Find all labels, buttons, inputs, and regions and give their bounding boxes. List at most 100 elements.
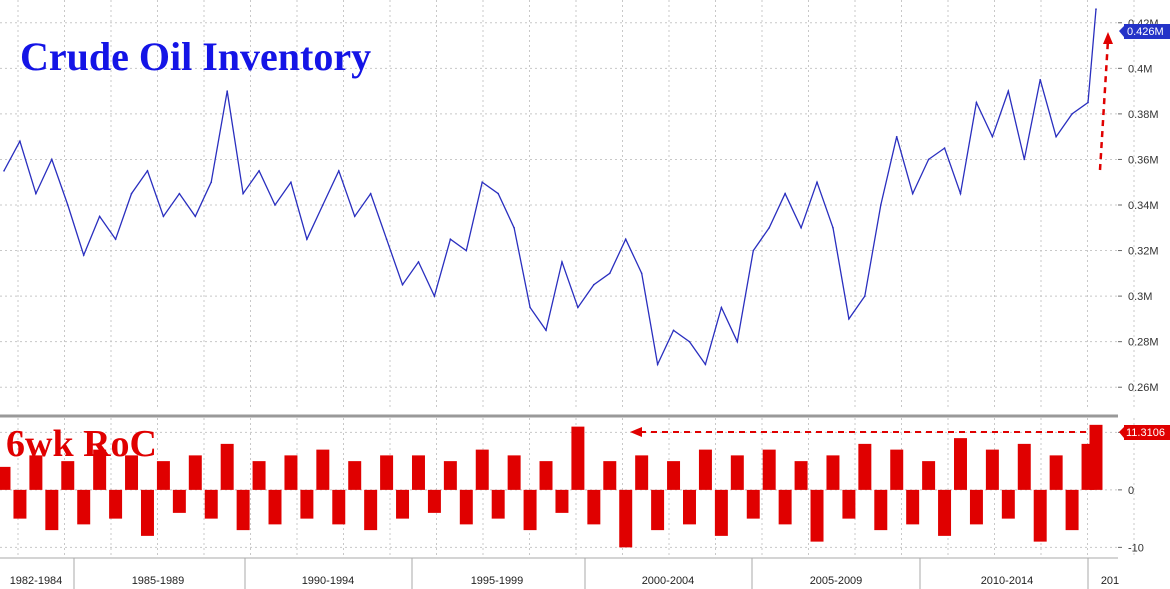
inventory-point <box>322 204 324 206</box>
inventory-point <box>561 261 563 263</box>
inventory-point <box>417 261 420 263</box>
inventory-point <box>688 340 691 343</box>
inventory-point <box>784 192 786 195</box>
roc-bar <box>411 455 425 490</box>
roc-bar <box>826 455 840 490</box>
inventory-point <box>1039 78 1042 81</box>
roc-bar <box>0 466 11 490</box>
roc-bar <box>810 489 824 542</box>
roc-bar <box>348 461 362 490</box>
roc-bar <box>284 455 298 490</box>
bottom-last-value-badge <box>1124 425 1170 440</box>
inventory-point <box>306 238 308 240</box>
roc-bar <box>380 455 394 490</box>
inventory-point <box>178 192 181 195</box>
inventory-point <box>720 306 723 309</box>
inventory-point <box>385 238 388 240</box>
roc-bar <box>220 443 234 490</box>
inventory-point <box>593 283 595 286</box>
roc-bar <box>762 449 776 490</box>
roc-bar <box>778 489 792 525</box>
inventory-point <box>529 306 531 309</box>
inventory-point <box>1007 90 1010 92</box>
inventory-point <box>19 140 21 143</box>
inventory-point <box>975 101 978 104</box>
roc-bar <box>746 489 760 519</box>
roc-bar <box>794 461 808 490</box>
roc-bar <box>714 489 728 536</box>
top-last-value-badge <box>1124 24 1170 39</box>
x-axis-label: 201 <box>1101 575 1119 587</box>
roc-bar <box>555 489 569 513</box>
roc-bar <box>300 489 314 519</box>
inventory-point <box>226 90 228 92</box>
inventory-point <box>194 215 197 218</box>
roc-bar <box>188 455 202 490</box>
roc-bar <box>1017 443 1031 490</box>
inventory-point <box>959 192 962 195</box>
roc-bar <box>954 438 967 490</box>
x-axis-label: 1990-1994 <box>302 575 355 587</box>
top-y-tick-label: 0.36M <box>1128 154 1159 166</box>
roc-bar <box>539 461 553 490</box>
roc-bar <box>906 489 920 525</box>
roc-bar <box>491 489 505 519</box>
inventory-point <box>608 272 611 275</box>
inventory-point <box>353 215 356 218</box>
roc-bar <box>1065 489 1079 531</box>
x-axis-label: 1995-1999 <box>471 575 524 587</box>
roc-bar <box>125 455 139 490</box>
roc-bar <box>316 449 330 490</box>
inventory-point <box>768 226 770 229</box>
roc-bar <box>698 449 712 490</box>
top-y-tick-label: 0.28M <box>1128 337 1159 349</box>
inventory-point <box>258 170 260 172</box>
roc-bar <box>77 489 91 525</box>
top-last-value-text: 0.426M <box>1127 26 1164 38</box>
inventory-point <box>1087 101 1089 104</box>
roc-bar <box>1001 489 1015 519</box>
inventory-point <box>369 192 372 195</box>
roc-bar <box>109 489 123 519</box>
chart-title-top: Crude Oil Inventory <box>20 34 371 79</box>
inventory-point <box>640 272 643 275</box>
roc-bar <box>29 455 43 490</box>
roc-back-arrowhead <box>630 427 642 437</box>
bottom-y-tick-label: 0 <box>1128 485 1134 497</box>
roc-bar <box>459 489 473 525</box>
inventory-point <box>752 249 755 252</box>
roc-bar <box>730 455 744 490</box>
inventory-point <box>704 363 707 366</box>
roc-bar <box>427 489 441 513</box>
x-axis-ticks: 1982-1984 1985-1989 1990-1994 1995-1999 2000… <box>10 558 1119 589</box>
roc-bar <box>890 449 904 490</box>
inventory-point <box>242 192 244 195</box>
chart-title-bottom: 6wk RoC <box>6 423 157 465</box>
top-y-tick-label: 0.32M <box>1128 246 1159 258</box>
inventory-point <box>51 158 53 161</box>
roc-bar <box>507 455 521 490</box>
inventory-point <box>911 192 914 195</box>
inventory-point <box>481 181 484 184</box>
roc-bars <box>0 424 1103 548</box>
x-axis-label: 1982-1984 <box>10 575 63 587</box>
top-y-tick-label: 0.4M <box>1128 63 1152 75</box>
inventory-point <box>98 215 101 218</box>
roc-bar <box>45 489 59 531</box>
inventory-point <box>3 170 5 172</box>
inventory-point <box>736 340 739 343</box>
inventory-point <box>433 295 436 297</box>
inventory-point <box>624 238 627 240</box>
bottom-y-tick-label: -10 <box>1128 542 1144 554</box>
inventory-line <box>3 8 1097 367</box>
inventory-point <box>864 295 866 297</box>
roc-bar <box>667 461 681 490</box>
inventory-point <box>497 192 499 195</box>
inventory-point <box>66 204 69 206</box>
inventory-point <box>656 363 659 366</box>
inventory-point <box>1095 8 1097 10</box>
roc-bar <box>61 461 75 490</box>
inventory-point <box>465 249 468 252</box>
roc-bar <box>156 461 170 490</box>
roc-bar <box>332 489 346 525</box>
